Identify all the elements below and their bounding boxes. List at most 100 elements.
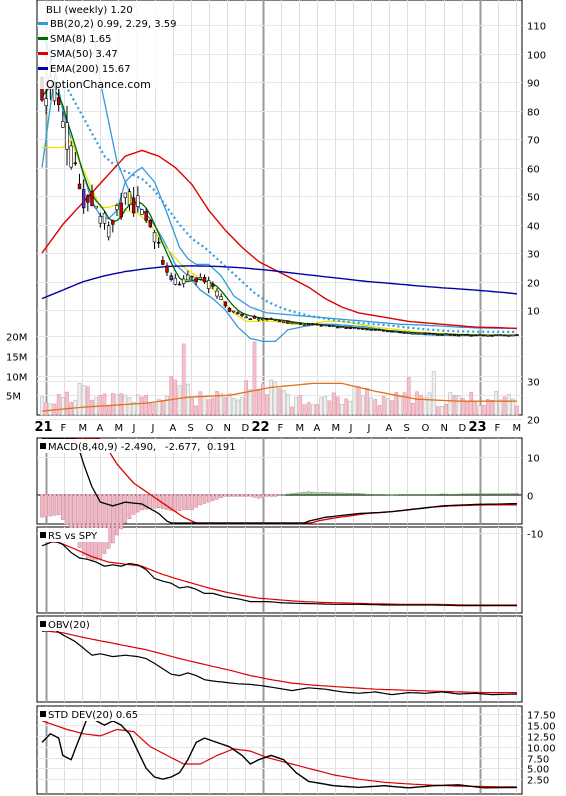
candle-body: [219, 296, 223, 300]
macd-histogram-bar: [340, 492, 344, 495]
volume-bar: [277, 388, 282, 416]
macd-histogram-bar: [127, 494, 132, 519]
candle-body: [327, 325, 332, 327]
volume-bar: [90, 399, 94, 416]
candle-body: [319, 324, 323, 327]
macd-histogram-bar: [302, 491, 307, 495]
macd-histogram-bar: [352, 493, 357, 495]
volume-bar: [456, 395, 461, 416]
candle-body: [373, 329, 378, 331]
macd-histogram-bar: [131, 494, 136, 515]
volume-bar: [152, 403, 157, 416]
volume-bar: [331, 392, 336, 416]
volume-bar: [98, 395, 103, 416]
candle-body: [140, 209, 144, 215]
macd-tick-label: -10: [527, 530, 543, 541]
candle-body: [240, 313, 244, 316]
macd-histogram-bar: [398, 494, 403, 496]
volume-bar: [302, 404, 307, 416]
volume-bar: [352, 385, 357, 416]
volume-bar: [486, 398, 490, 416]
macd-histogram-bar: [165, 494, 169, 510]
stddev-tick-label: 10.00: [527, 744, 556, 755]
candlesticks: [40, 57, 519, 337]
macd-histogram-bar: [152, 494, 157, 509]
volume-bar: [186, 383, 190, 416]
candle-body: [252, 315, 257, 319]
macd-histogram-bar: [456, 493, 461, 495]
macd-histogram-bar: [423, 494, 428, 496]
y-tick-label: 90: [527, 79, 540, 90]
volume-bar: [440, 406, 444, 416]
volume-bar: [398, 396, 403, 416]
candle-body: [152, 232, 157, 243]
stddev-tick-label: 7.50: [527, 755, 549, 766]
macd-histogram-bar: [394, 494, 398, 496]
candle-body: [256, 318, 261, 321]
macd-histogram-bar: [273, 494, 278, 497]
volume-tick-label: 10M: [6, 373, 27, 384]
x-tick-label: D: [242, 423, 250, 434]
macd-signal-value: 0.191: [207, 442, 236, 453]
volume-bars: [40, 341, 519, 416]
macd-histogram-bar: [440, 493, 444, 495]
obv-title: OBV(20): [48, 620, 90, 631]
volume-bar: [140, 396, 144, 416]
candle-body: [398, 331, 403, 333]
macd-histogram-bar: [181, 494, 186, 510]
macd-histogram-bar: [219, 494, 223, 499]
macd-histogram-bar: [98, 494, 103, 560]
volume-bar: [340, 404, 344, 416]
macd-histogram-bar: [336, 492, 340, 495]
x-tick-label: F: [495, 423, 501, 434]
volume-bar: [365, 387, 369, 416]
candle-body: [69, 145, 73, 168]
candle-body: [406, 331, 411, 334]
candle-body: [336, 326, 340, 329]
candle-body: [198, 277, 203, 280]
volume-bar: [236, 399, 240, 416]
volume-bar: [336, 396, 340, 416]
y-tick-label: 10: [527, 307, 540, 318]
volume-bar: [490, 399, 494, 416]
macd-histogram-bar: [123, 494, 128, 524]
macd-histogram-bar: [56, 494, 61, 515]
candle-body: [44, 98, 48, 107]
volume-bar: [215, 391, 219, 416]
volume-bar: [348, 400, 353, 416]
macd-histogram-bar: [252, 494, 257, 498]
macd-histogram-bar: [323, 492, 328, 495]
x-tick-label: S: [404, 423, 410, 434]
candle-body: [431, 333, 436, 336]
macd-histogram-bar: [227, 494, 232, 497]
macd-histogram-bar: [102, 494, 107, 554]
macd-histogram-bar: [277, 494, 282, 496]
volume-bar: [319, 397, 323, 416]
macd-histogram-bar: [469, 493, 473, 495]
volume-bar: [148, 403, 153, 416]
stddev-panel-frame: [36, 705, 523, 795]
x-tick-label: J: [367, 423, 371, 434]
candle-body: [394, 330, 398, 333]
volume-bar: [231, 397, 236, 416]
volume-bar: [40, 396, 44, 416]
volume-bar: [44, 402, 48, 416]
volume-bar: [369, 397, 373, 416]
volume-bar: [390, 400, 394, 416]
candle-body: [194, 277, 198, 283]
candle-body: [173, 277, 178, 285]
x-tick-label: M: [79, 423, 88, 434]
rs-swatch: [40, 532, 46, 538]
macd-histogram-bar: [311, 491, 315, 495]
macd-histogram-bar: [236, 494, 240, 497]
macd-histogram-bar: [106, 494, 111, 549]
volume-bar: [244, 380, 248, 416]
candle-body: [344, 327, 348, 329]
macd-histogram-bar: [215, 494, 219, 500]
volume-bar: [411, 403, 415, 416]
stddev-tick-label: 5.00: [527, 765, 549, 776]
candle-body: [77, 183, 82, 190]
macd-histogram-bar: [386, 494, 390, 496]
macd-histogram-bar: [502, 493, 507, 495]
macd-histogram-bar: [44, 494, 48, 517]
